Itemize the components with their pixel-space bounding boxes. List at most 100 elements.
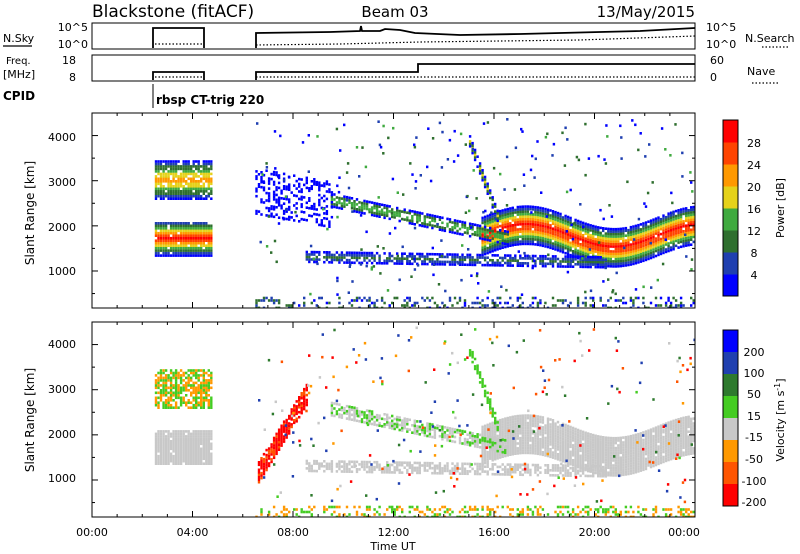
velocity-cell: [506, 421, 509, 425]
power-cell: [368, 200, 371, 204]
power-cell: [441, 260, 444, 264]
power-cell: [458, 232, 462, 236]
power-cell: [179, 167, 183, 171]
power-cell: [597, 258, 600, 261]
power-cell: [491, 215, 494, 218]
power-cell: [569, 216, 572, 220]
power-cell: [544, 242, 547, 246]
velocity-cell: [190, 442, 193, 446]
velocity-cell: [159, 399, 163, 402]
velocity-cell: [511, 428, 514, 431]
power-cell: [624, 234, 628, 237]
power-cell: [514, 208, 517, 212]
velocity-cell: [599, 443, 602, 446]
power-cell: [544, 245, 547, 248]
velocity-cell: [207, 450, 210, 453]
velocity-cell: [272, 444, 276, 447]
power-cell: [564, 214, 567, 218]
power-cell: [179, 192, 183, 195]
power-cell: [328, 225, 331, 228]
power-cell: [375, 207, 379, 210]
power-cell: [519, 296, 522, 300]
power-cell: [551, 260, 555, 263]
power-colorbar-cell: [723, 252, 738, 275]
power-cell: [461, 256, 464, 259]
power-cell: [692, 233, 695, 236]
power-cell: [614, 230, 617, 233]
velocity-cell: [182, 379, 185, 382]
velocity-cell: [172, 462, 175, 465]
power-cell: [657, 233, 660, 237]
power-cell: [619, 242, 622, 246]
velocity-cell: [521, 434, 524, 437]
power-cell: [255, 194, 258, 198]
velocity-cell: [265, 453, 268, 457]
power-cell: [511, 214, 514, 217]
power-cell: [672, 220, 675, 224]
power-cell: [677, 238, 680, 242]
power-cell: [559, 242, 562, 246]
velocity-cell: [574, 447, 577, 451]
power-cell: [190, 224, 193, 228]
velocity-cell: [546, 424, 550, 428]
power-cell: [205, 167, 208, 171]
power-colorbar: 4 8 12 16 20 24 28 Power [dB]: [722, 119, 787, 297]
power-cell: [685, 226, 688, 230]
power-cell: [569, 221, 572, 225]
power-cell: [536, 216, 540, 219]
power-cell: [172, 185, 175, 188]
power-cell: [169, 241, 173, 245]
power-cell: [609, 227, 612, 231]
velocity-cell: [190, 391, 193, 395]
power-cell: [416, 221, 419, 224]
power-cell: [607, 306, 610, 308]
power-cell: [451, 231, 454, 234]
velocity-cell: [172, 457, 175, 460]
velocity-cell: [501, 435, 504, 439]
power-cell: [619, 254, 622, 258]
power-cell: [365, 299, 369, 302]
power-cell: [325, 301, 329, 305]
velocity-cell: [202, 376, 205, 380]
power-cell: [325, 190, 329, 193]
frequency-series: [152, 63, 695, 80]
power-cell: [602, 234, 605, 238]
velocity-cell: [587, 442, 590, 445]
velocity-cell: [205, 457, 208, 460]
power-cell: [494, 214, 497, 217]
power-cell: [187, 192, 190, 195]
power-cell: [587, 238, 590, 241]
velocity-cell: [501, 418, 504, 421]
power-cell: [511, 224, 514, 227]
power-cell: [343, 197, 346, 201]
power-cell: [509, 296, 512, 300]
velocity-cell: [192, 442, 195, 446]
velocity-cell: [519, 429, 522, 433]
power-cell: [261, 173, 264, 176]
power-cell: [622, 296, 625, 300]
velocity-cell: [559, 456, 562, 460]
power-cell: [187, 165, 190, 168]
power-cell: [270, 215, 273, 218]
velocity-cell: [280, 424, 283, 428]
power-cell: [566, 233, 570, 236]
power-cell: [499, 236, 502, 239]
power-cell: [336, 258, 339, 262]
power-cell: [551, 262, 555, 266]
power-cell: [511, 229, 514, 232]
power-cell: [511, 241, 514, 244]
power-cell: [499, 212, 502, 215]
velocity-cell: [205, 389, 208, 392]
power-cell: [197, 234, 200, 237]
power-cell: [167, 234, 170, 237]
power-cell: [272, 173, 276, 176]
power-cell: [464, 143, 467, 146]
velocity-cell: [559, 446, 562, 450]
power-cell: [624, 301, 628, 305]
power-cell: [494, 226, 497, 230]
velocity-cell: [504, 444, 507, 448]
power-cell: [350, 204, 354, 208]
velocity-cell: [486, 453, 489, 456]
power-cell: [187, 185, 190, 188]
velocity-cell: [587, 459, 590, 463]
